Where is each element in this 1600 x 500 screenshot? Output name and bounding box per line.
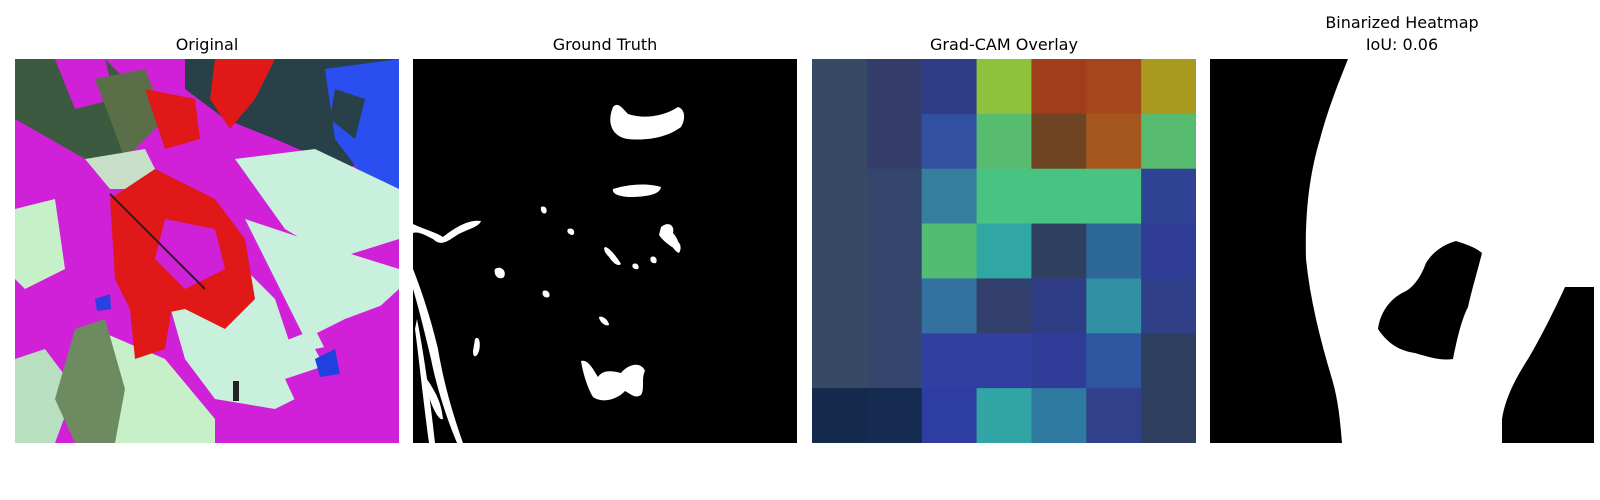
gradcam-cell [866, 113, 923, 170]
gradcam-cell [866, 388, 923, 443]
gradcam-cell [1141, 223, 1196, 279]
gradcam-cell [976, 333, 1032, 389]
gradcam-cell [812, 59, 868, 115]
gradcam-cell [976, 278, 1032, 334]
ground-truth-mask [413, 59, 797, 443]
original-image [15, 59, 399, 443]
gradcam-cell [976, 168, 1032, 225]
binarized-mask [1210, 59, 1594, 443]
gradcam-cell [921, 223, 978, 279]
gradcam-cell [812, 168, 868, 225]
gradcam-cell [866, 223, 923, 279]
gradcam-cell [866, 59, 923, 115]
gradcam-cell [976, 113, 1032, 170]
gradcam-cell [976, 59, 1032, 115]
gradcam-cell [1141, 168, 1196, 225]
gradcam-cell [812, 278, 868, 334]
gradcam-cell [1031, 333, 1087, 389]
gradcam-cell [976, 223, 1032, 279]
gradcam-cell [1031, 59, 1087, 115]
gradcam-cell [1086, 278, 1142, 334]
gradcam-cell [1031, 113, 1087, 170]
gradcam-heatmap [812, 59, 1196, 443]
gradcam-cell [921, 333, 978, 389]
gradcam-cell [921, 388, 978, 443]
gradcam-cell [1086, 113, 1142, 170]
gradcam-cell [1031, 278, 1087, 334]
iou-label: IoU: 0.06 [1365, 35, 1439, 54]
binarized-title: Binarized Heatmap [1325, 13, 1479, 32]
gradcam-cell [1031, 388, 1087, 443]
gradcam-cell [1141, 113, 1196, 170]
gradcam-cell [812, 223, 868, 279]
gradcam-cell [1086, 168, 1142, 225]
gradcam-cell [921, 278, 978, 334]
gradcam-cell [1141, 278, 1196, 334]
gradcam-cell [812, 113, 868, 170]
gradcam-cell [866, 278, 923, 334]
ground-truth-title: Ground Truth [552, 35, 658, 54]
gradcam-cell [1086, 59, 1142, 115]
gradcam-cell [866, 168, 923, 225]
gradcam-cell [976, 388, 1032, 443]
gradcam-title: Grad-CAM Overlay [930, 35, 1078, 54]
gradcam-panel: Grad-CAM Overlay [812, 0, 1196, 500]
gradcam-cell [1086, 223, 1142, 279]
gradcam-cell [1141, 333, 1196, 389]
gradcam-cell [866, 333, 923, 389]
gradcam-cell [1141, 388, 1196, 443]
gradcam-cell [1141, 59, 1196, 115]
original-title: Original [175, 35, 239, 54]
gradcam-cell [921, 113, 978, 170]
gradcam-cell [1031, 168, 1087, 225]
gradcam-cell [812, 333, 868, 389]
original-panel: Original [15, 0, 399, 500]
binarized-panel: Binarized Heatmap IoU: 0.06 [1210, 0, 1594, 500]
gradcam-cell [921, 59, 978, 115]
gradcam-cell [921, 168, 978, 225]
gradcam-cell [812, 388, 868, 443]
gradcam-cell [1031, 223, 1087, 279]
gradcam-cell [1086, 333, 1142, 389]
ground-truth-panel: Ground Truth [413, 0, 797, 500]
gradcam-cell [1086, 388, 1142, 443]
